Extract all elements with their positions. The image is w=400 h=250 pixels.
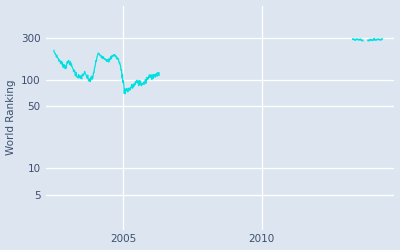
Y-axis label: World Ranking: World Ranking [6,80,16,155]
